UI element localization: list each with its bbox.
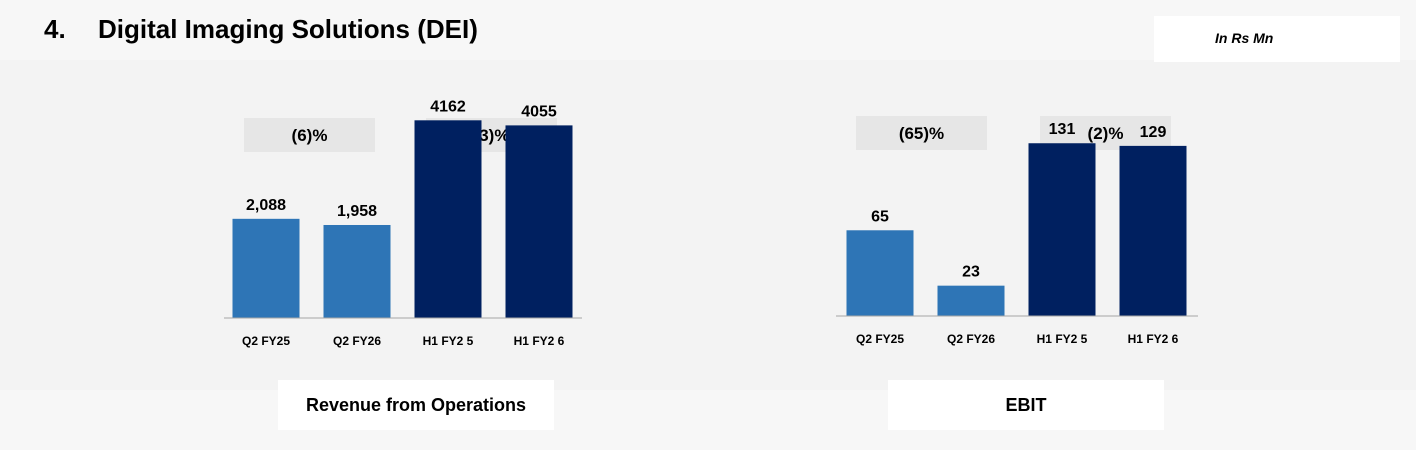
- revenue-bar: [414, 120, 482, 319]
- ebit-bar: [937, 285, 1005, 316]
- revenue-bar: [232, 218, 300, 318]
- revenue-chart: (6)% (3)% 2,088 Q2 FY25 1,958 Q2 FY26 4162 H1 F…: [224, 0, 594, 360]
- ebit-value-label: 65: [871, 208, 889, 225]
- ebit-category-label: Q2 FY26: [947, 332, 995, 346]
- ebit-value-label: 129: [1140, 124, 1167, 141]
- ebit-category-label: Q2 FY25: [856, 332, 904, 346]
- ebit-bar: [846, 230, 914, 316]
- revenue-value-label: 4055: [521, 103, 557, 120]
- revenue-chart-svg: (6)% (3)% 2,088 Q2 FY25 1,958 Q2 FY26 4162 H1 F…: [224, 98, 582, 348]
- revenue-chart-title: Revenue from Operations: [278, 380, 554, 430]
- ebit-value-label: 23: [962, 264, 980, 281]
- ebit-chart-title: EBIT: [888, 380, 1164, 430]
- ebit-value-label: 131: [1049, 121, 1076, 138]
- revenue-category-label: Q2 FY26: [333, 334, 381, 348]
- ebit-growth-label: (2)%: [1088, 124, 1124, 143]
- revenue-value-label: 2,088: [246, 197, 286, 214]
- page-title: 4. Digital Imaging Solutions (DEI): [44, 14, 478, 45]
- revenue-category-label: H1 FY2 6: [514, 334, 565, 348]
- revenue-growth-box: [244, 118, 375, 152]
- section-title: Digital Imaging Solutions (DEI): [98, 14, 478, 44]
- ebit-category-label: H1 FY2 6: [1128, 332, 1179, 346]
- revenue-value-label: 1,958: [337, 203, 377, 220]
- revenue-growth-label: (3)%: [474, 126, 510, 145]
- section-number: 4.: [44, 14, 66, 44]
- ebit-bar: [1028, 143, 1096, 316]
- revenue-bar: [505, 125, 573, 318]
- ebit-category-label: H1 FY2 5: [1037, 332, 1088, 346]
- unit-label: In Rs Mn: [1215, 30, 1274, 46]
- revenue-bar: [323, 224, 391, 318]
- ebit-growth-label: (65)%: [899, 124, 944, 143]
- ebit-chart-svg: (65)% (2)% 65 Q2 FY25 23 Q2 FY26 131 H1 FY2 5 12…: [836, 116, 1198, 346]
- ebit-bar: [1119, 145, 1187, 316]
- revenue-category-label: H1 FY2 5: [423, 334, 474, 348]
- revenue-value-label: 4162: [430, 98, 466, 115]
- revenue-category-label: Q2 FY25: [242, 334, 290, 348]
- unit-box: [1154, 16, 1400, 62]
- ebit-chart: (65)% (2)% 65 Q2 FY25 23 Q2 FY26 131 H1 FY2 5 12…: [836, 0, 1206, 360]
- ebit-growth-box: [856, 116, 987, 150]
- revenue-growth-label: (6)%: [292, 126, 328, 145]
